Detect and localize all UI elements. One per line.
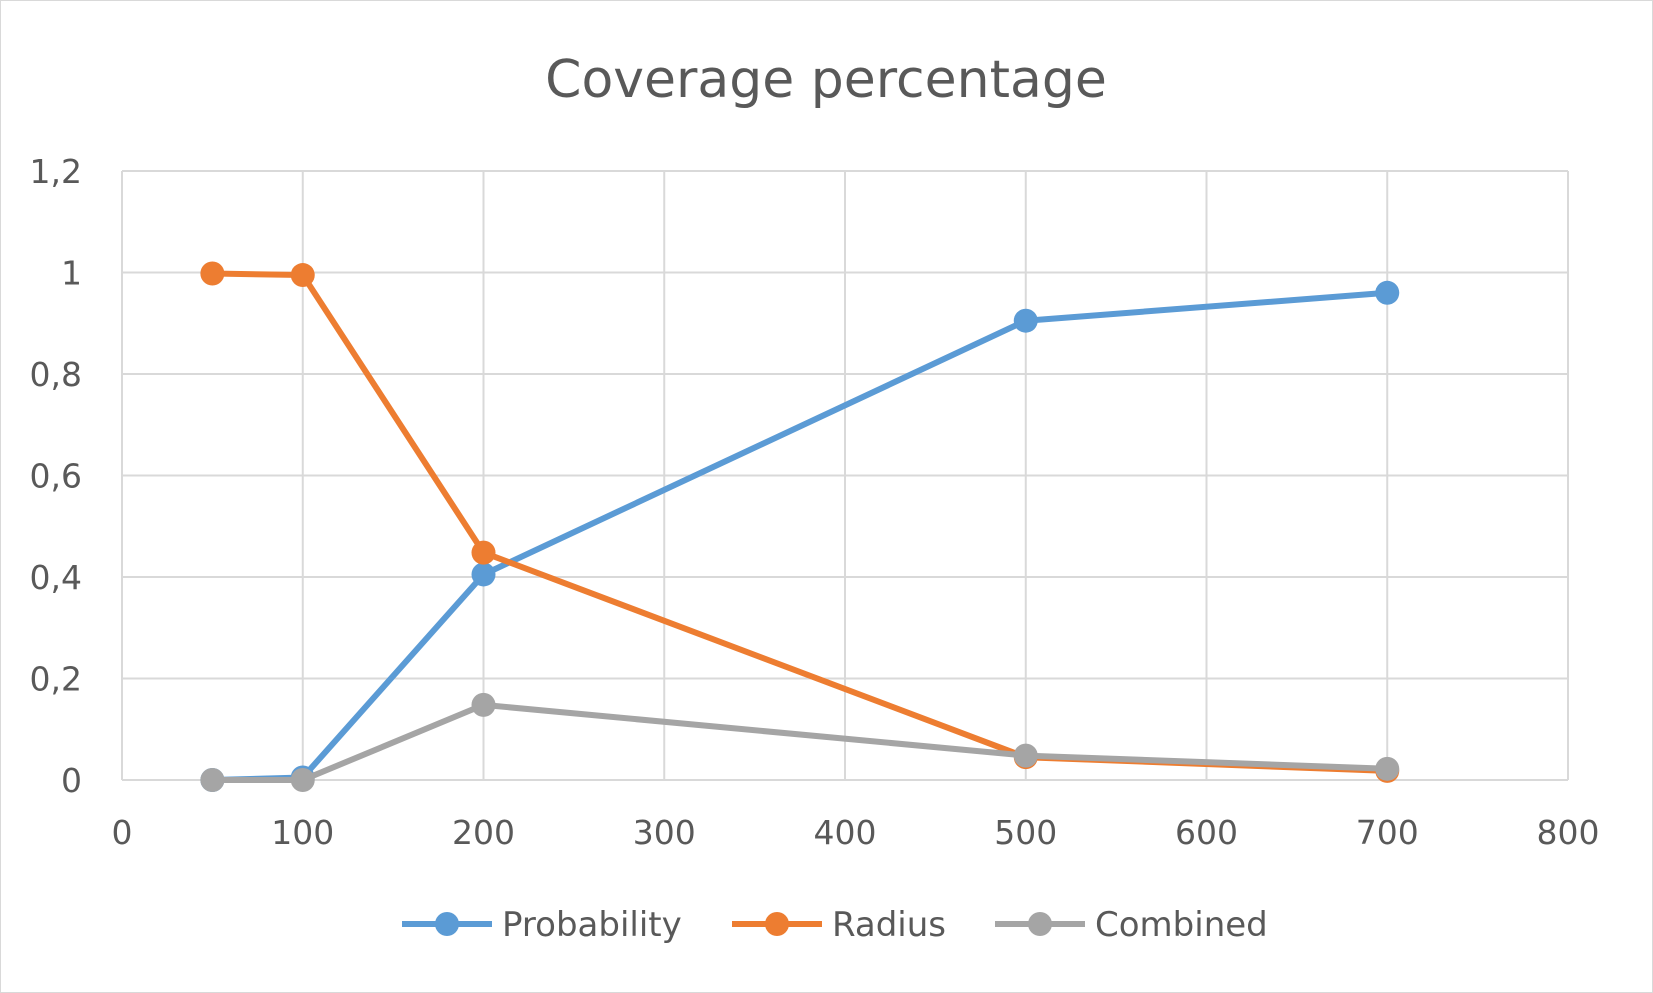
probability-line xyxy=(209,289,1391,783)
legend-label: Radius xyxy=(832,905,946,945)
legend-marker xyxy=(435,912,459,936)
radius-marker xyxy=(290,263,315,288)
legend-marker xyxy=(1028,912,1052,936)
radius-marker xyxy=(200,261,225,286)
x-tick-label: 600 xyxy=(1175,813,1238,852)
combined-marker xyxy=(471,692,496,717)
series-radius xyxy=(200,261,1400,783)
legend-item-probability: Probability xyxy=(402,905,682,945)
combined-marker xyxy=(1013,743,1038,768)
x-tick-label: 500 xyxy=(994,813,1057,852)
legend-label: Probability xyxy=(502,905,682,945)
combined-line xyxy=(209,701,1391,783)
y-tick-label: 0,6 xyxy=(30,457,82,496)
x-tick-label: 700 xyxy=(1356,813,1419,852)
x-tick-label: 200 xyxy=(452,813,515,852)
y-tick-label: 0,8 xyxy=(30,355,82,394)
y-tick-label: 0 xyxy=(61,761,82,800)
legend: Probability Radius Combined xyxy=(402,905,1268,945)
probability-marker xyxy=(471,562,496,587)
series-combined xyxy=(200,692,1400,792)
series-layer xyxy=(200,261,1400,792)
grid xyxy=(121,170,1569,781)
legend-label: Combined xyxy=(1095,905,1268,945)
legend-item-combined: Combined xyxy=(995,905,1268,945)
x-tick-label: 300 xyxy=(633,813,696,852)
y-tick-label: 0,2 xyxy=(30,660,82,699)
x-tick-label: 400 xyxy=(814,813,877,852)
x-tick-label: 800 xyxy=(1537,813,1600,852)
x-tick-label: 100 xyxy=(271,813,334,852)
y-tick-label: 1 xyxy=(61,254,82,293)
axis-tick-labels: 0 100 200 300 400 500 600 700 800 0 0,2 0,4 0,6 0,8 1 1… xyxy=(30,152,1600,852)
radius-line xyxy=(209,270,1391,774)
y-tick-label: 0,4 xyxy=(30,558,82,597)
series-probability xyxy=(200,280,1400,792)
combined-marker xyxy=(200,768,225,792)
chart-title: Coverage percentage xyxy=(545,50,1107,110)
y-tick-label: 1,2 xyxy=(30,152,82,191)
legend-item-radius: Radius xyxy=(732,905,946,945)
probability-marker xyxy=(1013,308,1038,333)
probability-marker xyxy=(1375,280,1400,305)
radius-marker xyxy=(471,540,496,565)
combined-marker xyxy=(1375,756,1400,781)
combined-marker xyxy=(290,768,315,792)
x-tick-label: 0 xyxy=(112,813,133,852)
legend-marker xyxy=(765,912,789,936)
